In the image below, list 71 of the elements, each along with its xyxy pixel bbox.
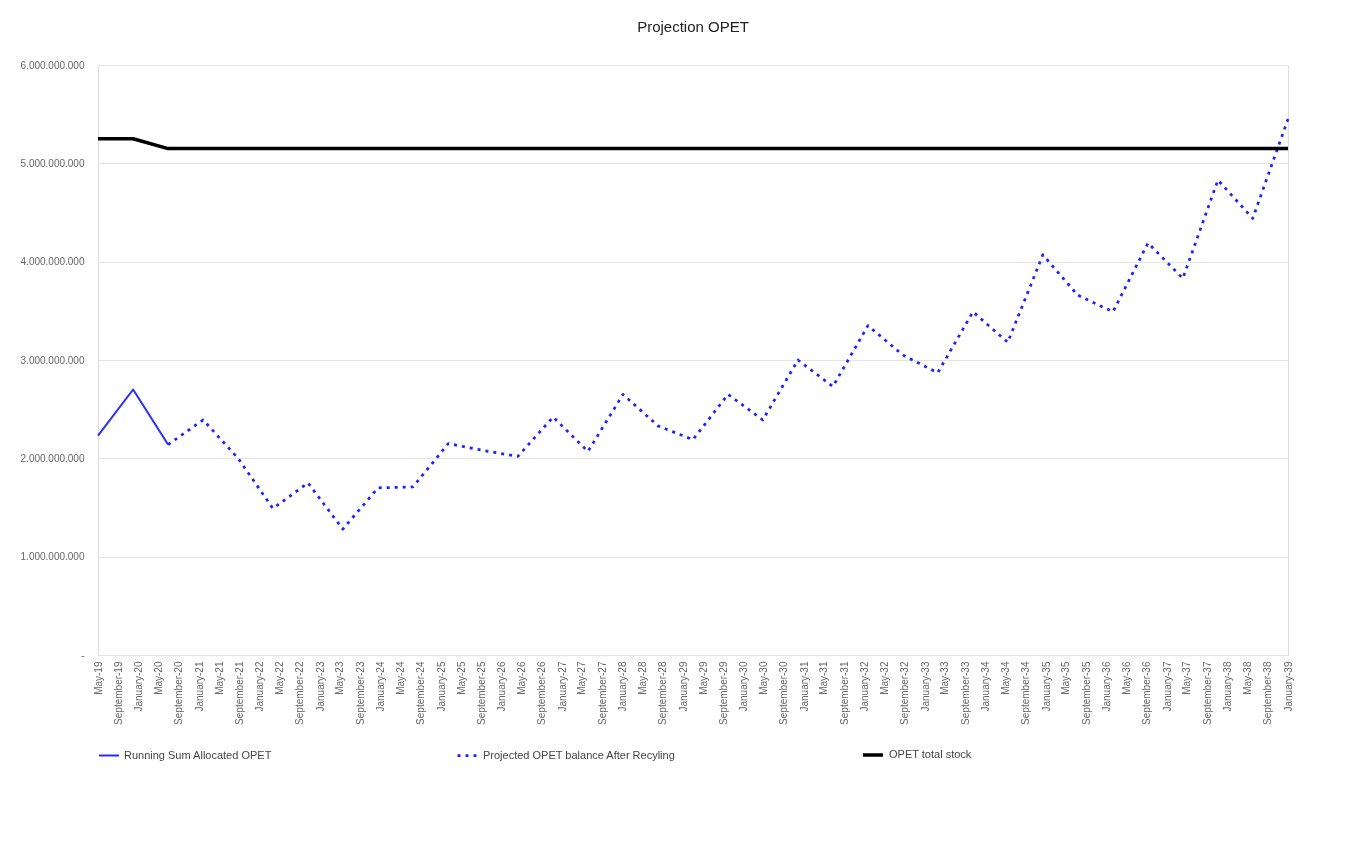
x-tick-label: September-37 xyxy=(1201,661,1213,725)
y-tick-label: 6.000.000.000 xyxy=(20,59,85,71)
x-tick-label: May-22 xyxy=(274,661,286,695)
x-tick-label: May-23 xyxy=(334,661,346,695)
x-tick-label: May-29 xyxy=(697,661,709,695)
x-tick-label: September-21 xyxy=(233,661,245,725)
x-tick-label: January-34 xyxy=(980,661,992,712)
x-tick-label: September-34 xyxy=(1020,661,1032,725)
legend-label: OPET total stock xyxy=(889,748,972,760)
x-tick-label: May-20 xyxy=(153,661,165,695)
x-tick-label: January-31 xyxy=(798,661,810,712)
x-tick-label: May-31 xyxy=(818,661,830,695)
y-tick-label: 2.000.000.000 xyxy=(20,452,85,464)
x-tick-label: September-28 xyxy=(657,661,669,725)
x-tick-label: May-21 xyxy=(213,661,225,695)
y-tick-label: 4.000.000.000 xyxy=(20,256,85,268)
y-tick-label: 5.000.000.000 xyxy=(20,157,85,169)
x-tick-label: September-38 xyxy=(1262,661,1274,725)
x-tick-label: January-38 xyxy=(1222,661,1234,712)
x-tick-label: September-33 xyxy=(959,661,971,725)
x-tick-label: September-23 xyxy=(354,661,366,725)
x-tick-label: January-24 xyxy=(375,661,387,712)
x-tick-label: September-36 xyxy=(1141,661,1153,725)
x-tick-label: May-26 xyxy=(516,661,527,695)
legend-label: Projected OPET balance After Recyling xyxy=(483,748,675,761)
x-tick-label: May-33 xyxy=(939,661,951,695)
x-tick-label: January-36 xyxy=(1100,661,1112,712)
x-tick-label: May-35 xyxy=(1060,661,1072,695)
x-tick-label: January-39 xyxy=(1282,661,1294,712)
x-tick-label: January-32 xyxy=(859,661,870,712)
x-tick-label: January-21 xyxy=(193,661,205,712)
x-tick-label: September-30 xyxy=(778,661,790,725)
x-tick-label: January-26 xyxy=(496,661,508,712)
x-tick-label: May-32 xyxy=(879,661,891,695)
x-tick-label: May-36 xyxy=(1121,661,1133,695)
x-tick-label: September-31 xyxy=(838,661,850,725)
x-tick-label: September-26 xyxy=(536,661,548,725)
x-tick-label: September-32 xyxy=(899,661,911,725)
x-tick-label: September-25 xyxy=(475,661,487,725)
x-tick-label: January-23 xyxy=(314,661,326,712)
x-tick-label: May-28 xyxy=(637,661,649,695)
x-tick-label: January-33 xyxy=(919,661,931,712)
y-tick-label: 1.000.000.000 xyxy=(20,551,85,563)
x-tick-label: May-38 xyxy=(1241,661,1253,695)
x-tick-label: January-28 xyxy=(617,661,629,712)
x-tick-label: May-25 xyxy=(455,661,467,695)
x-tick-label: May-27 xyxy=(576,661,588,695)
x-tick-label: May-24 xyxy=(395,661,407,695)
x-tick-label: January-20 xyxy=(133,661,145,712)
x-tick-label: January-25 xyxy=(435,661,447,712)
x-tick-label: January-35 xyxy=(1040,661,1052,712)
chart-title: Projection OPET xyxy=(637,18,749,35)
x-tick-label: January-29 xyxy=(677,661,689,712)
x-tick-label: September-27 xyxy=(596,661,608,725)
y-tick-label: 3.000.000.000 xyxy=(20,354,85,366)
x-tick-label: May-30 xyxy=(757,661,769,695)
x-tick-label: September-22 xyxy=(294,661,306,725)
x-tick-label: January-30 xyxy=(738,661,750,712)
x-tick-label: January-27 xyxy=(556,661,568,712)
x-tick-label: January-37 xyxy=(1161,661,1173,712)
x-tick-label: September-19 xyxy=(112,661,124,725)
x-tick-label: January-22 xyxy=(254,661,266,712)
x-tick-label: September-35 xyxy=(1080,661,1092,725)
x-tick-label: September-29 xyxy=(717,661,729,725)
x-tick-label: September-24 xyxy=(415,661,427,725)
x-tick-label: May-19 xyxy=(92,661,104,695)
legend-label: Running Sum Allocated OPET xyxy=(124,748,272,761)
y-tick-label: - xyxy=(81,649,85,661)
x-tick-label: September-20 xyxy=(173,661,185,725)
x-tick-label: May-34 xyxy=(999,661,1011,695)
x-tick-label: May-37 xyxy=(1181,661,1193,695)
